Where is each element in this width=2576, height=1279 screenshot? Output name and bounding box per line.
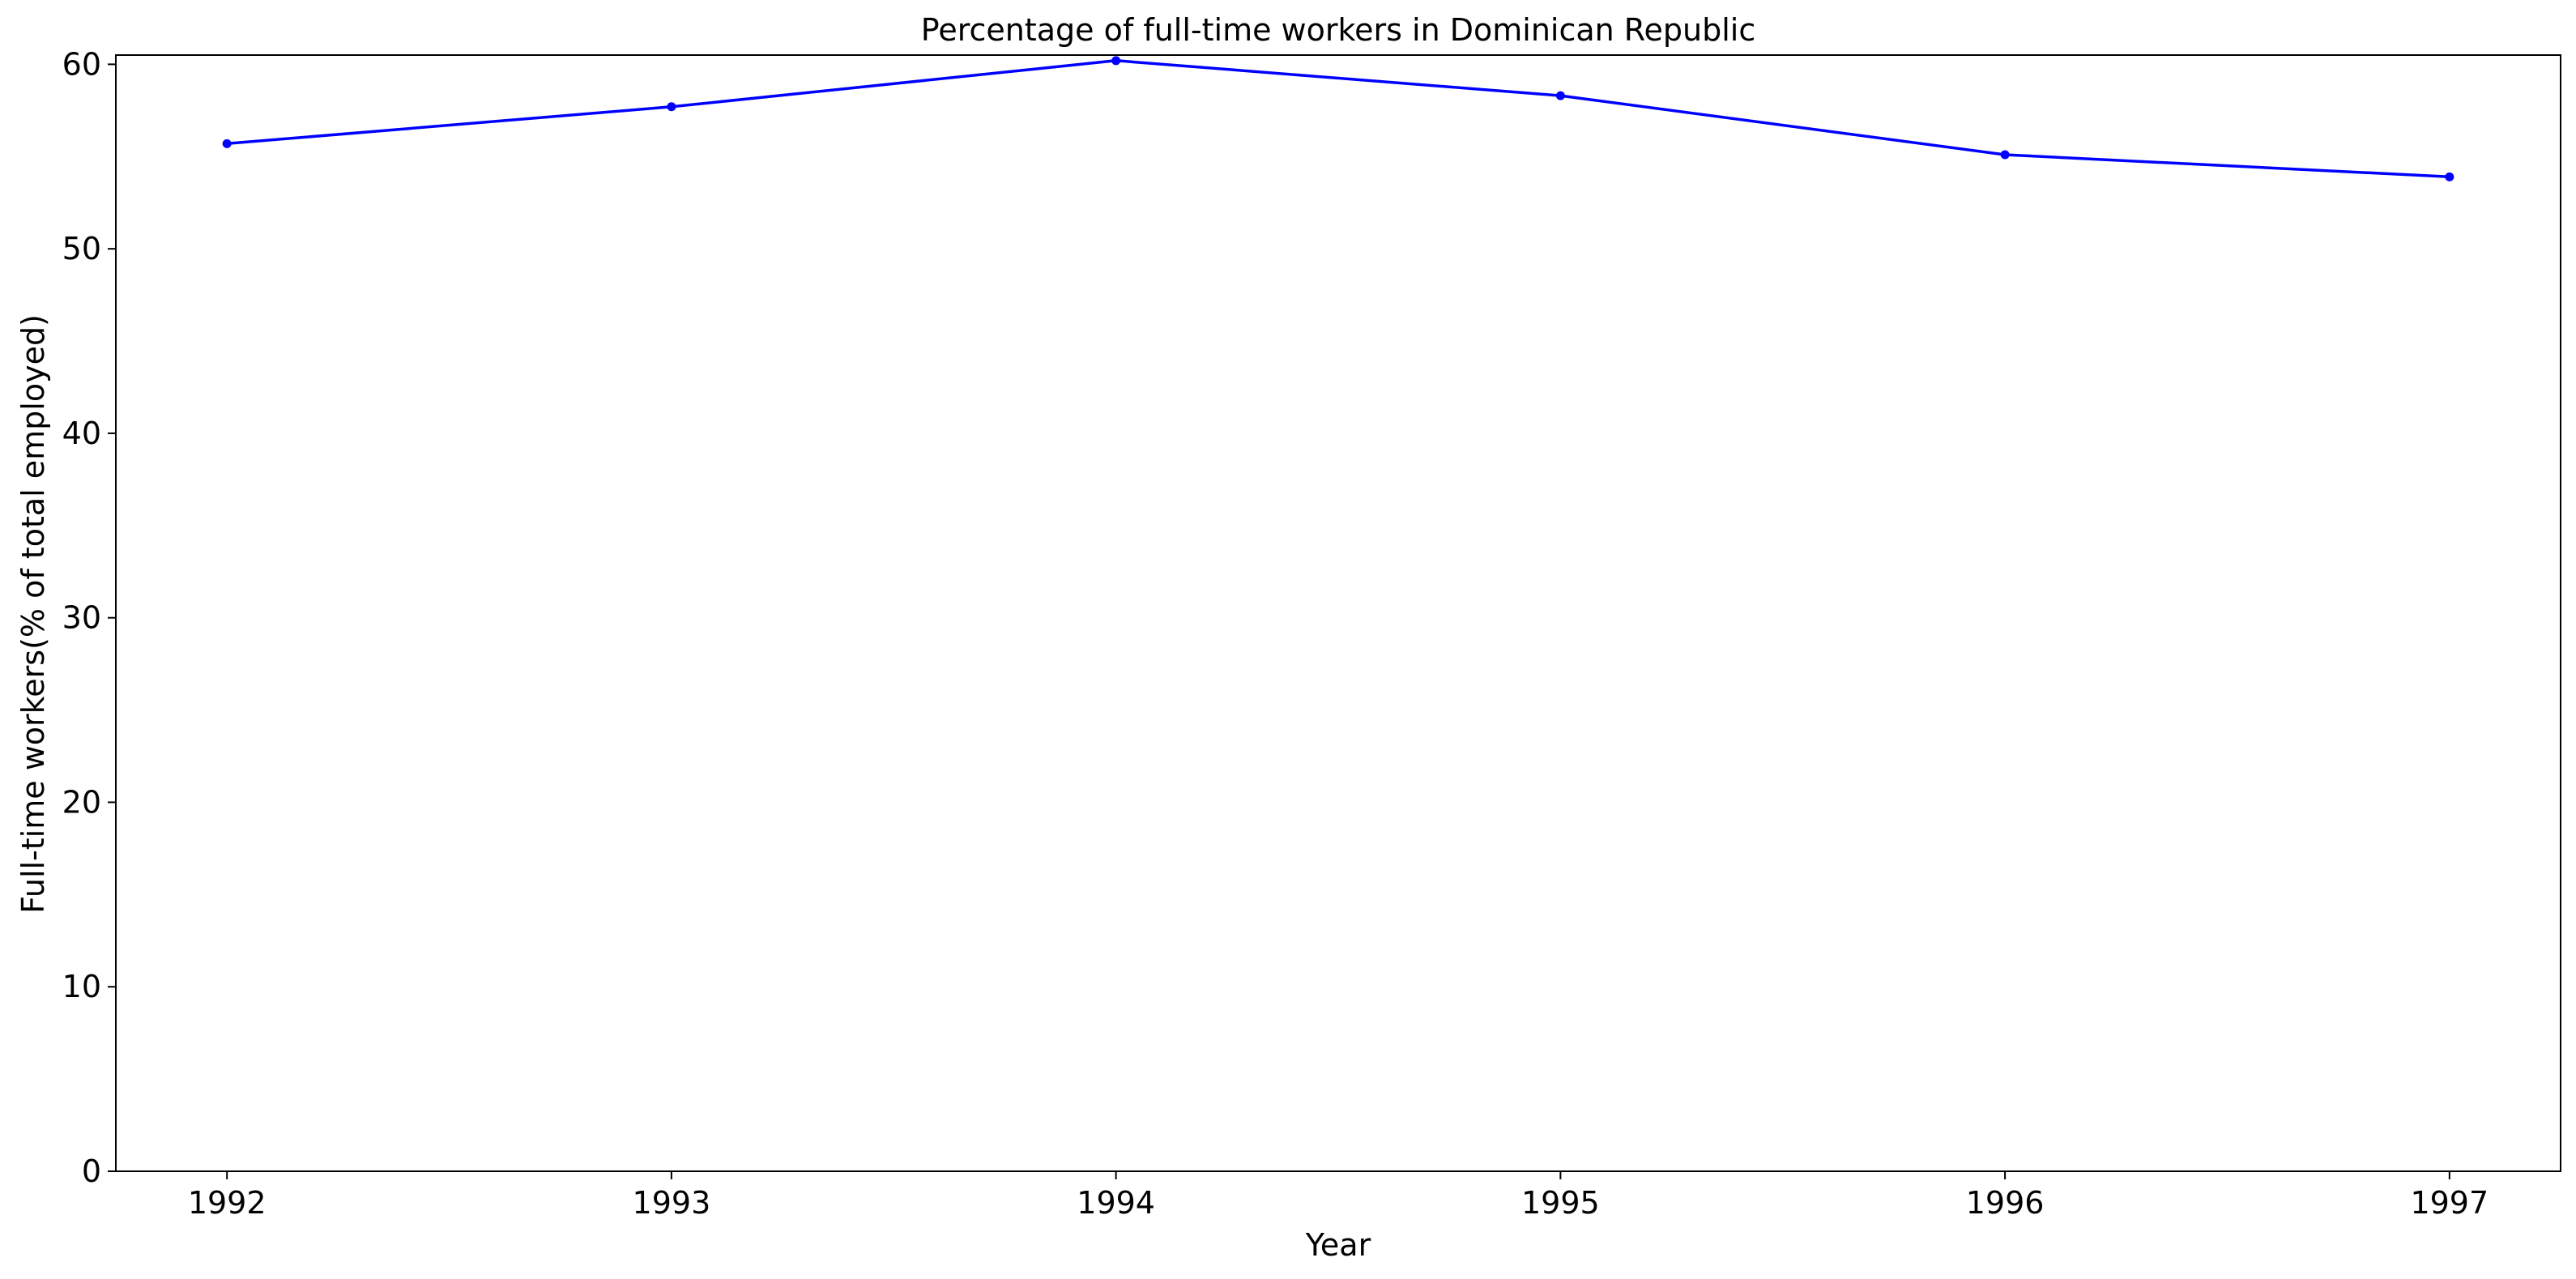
x-tick-label: 1997 [2410, 1185, 2489, 1221]
y-axis-label: Full-time workers(% of total employed) [15, 314, 51, 914]
data-point [2445, 172, 2454, 181]
x-tick-label: 1996 [1966, 1185, 2045, 1221]
y-tick-label: 40 [62, 416, 101, 451]
x-tick-label: 1994 [1077, 1185, 1155, 1221]
y-tick-label: 0 [82, 1153, 101, 1189]
data-point [222, 139, 232, 148]
y-tick-label: 30 [62, 600, 101, 636]
x-tick-label: 1993 [633, 1185, 711, 1221]
y-tick-label: 20 [62, 784, 101, 820]
y-tick-label: 60 [62, 46, 101, 82]
plot-area: 0 10 20 30 40 50 60 1992 1993 1994 1995 1996 1997 [62, 46, 2561, 1221]
data-point [667, 102, 676, 112]
x-tick-label: 1995 [1521, 1185, 1600, 1221]
series-line [227, 59, 2450, 179]
x-axis-label: Year [1305, 1227, 1371, 1263]
x-tick-label: 1992 [188, 1185, 267, 1221]
data-point [1111, 56, 1121, 66]
chart-title: Percentage of full-time workers in Domin… [921, 12, 1755, 48]
data-point [2000, 150, 2010, 160]
y-tick-label: 50 [62, 231, 101, 266]
y-tick-label: 10 [62, 969, 101, 1004]
data-point [1555, 91, 1565, 100]
plot-frame [115, 54, 2561, 1172]
